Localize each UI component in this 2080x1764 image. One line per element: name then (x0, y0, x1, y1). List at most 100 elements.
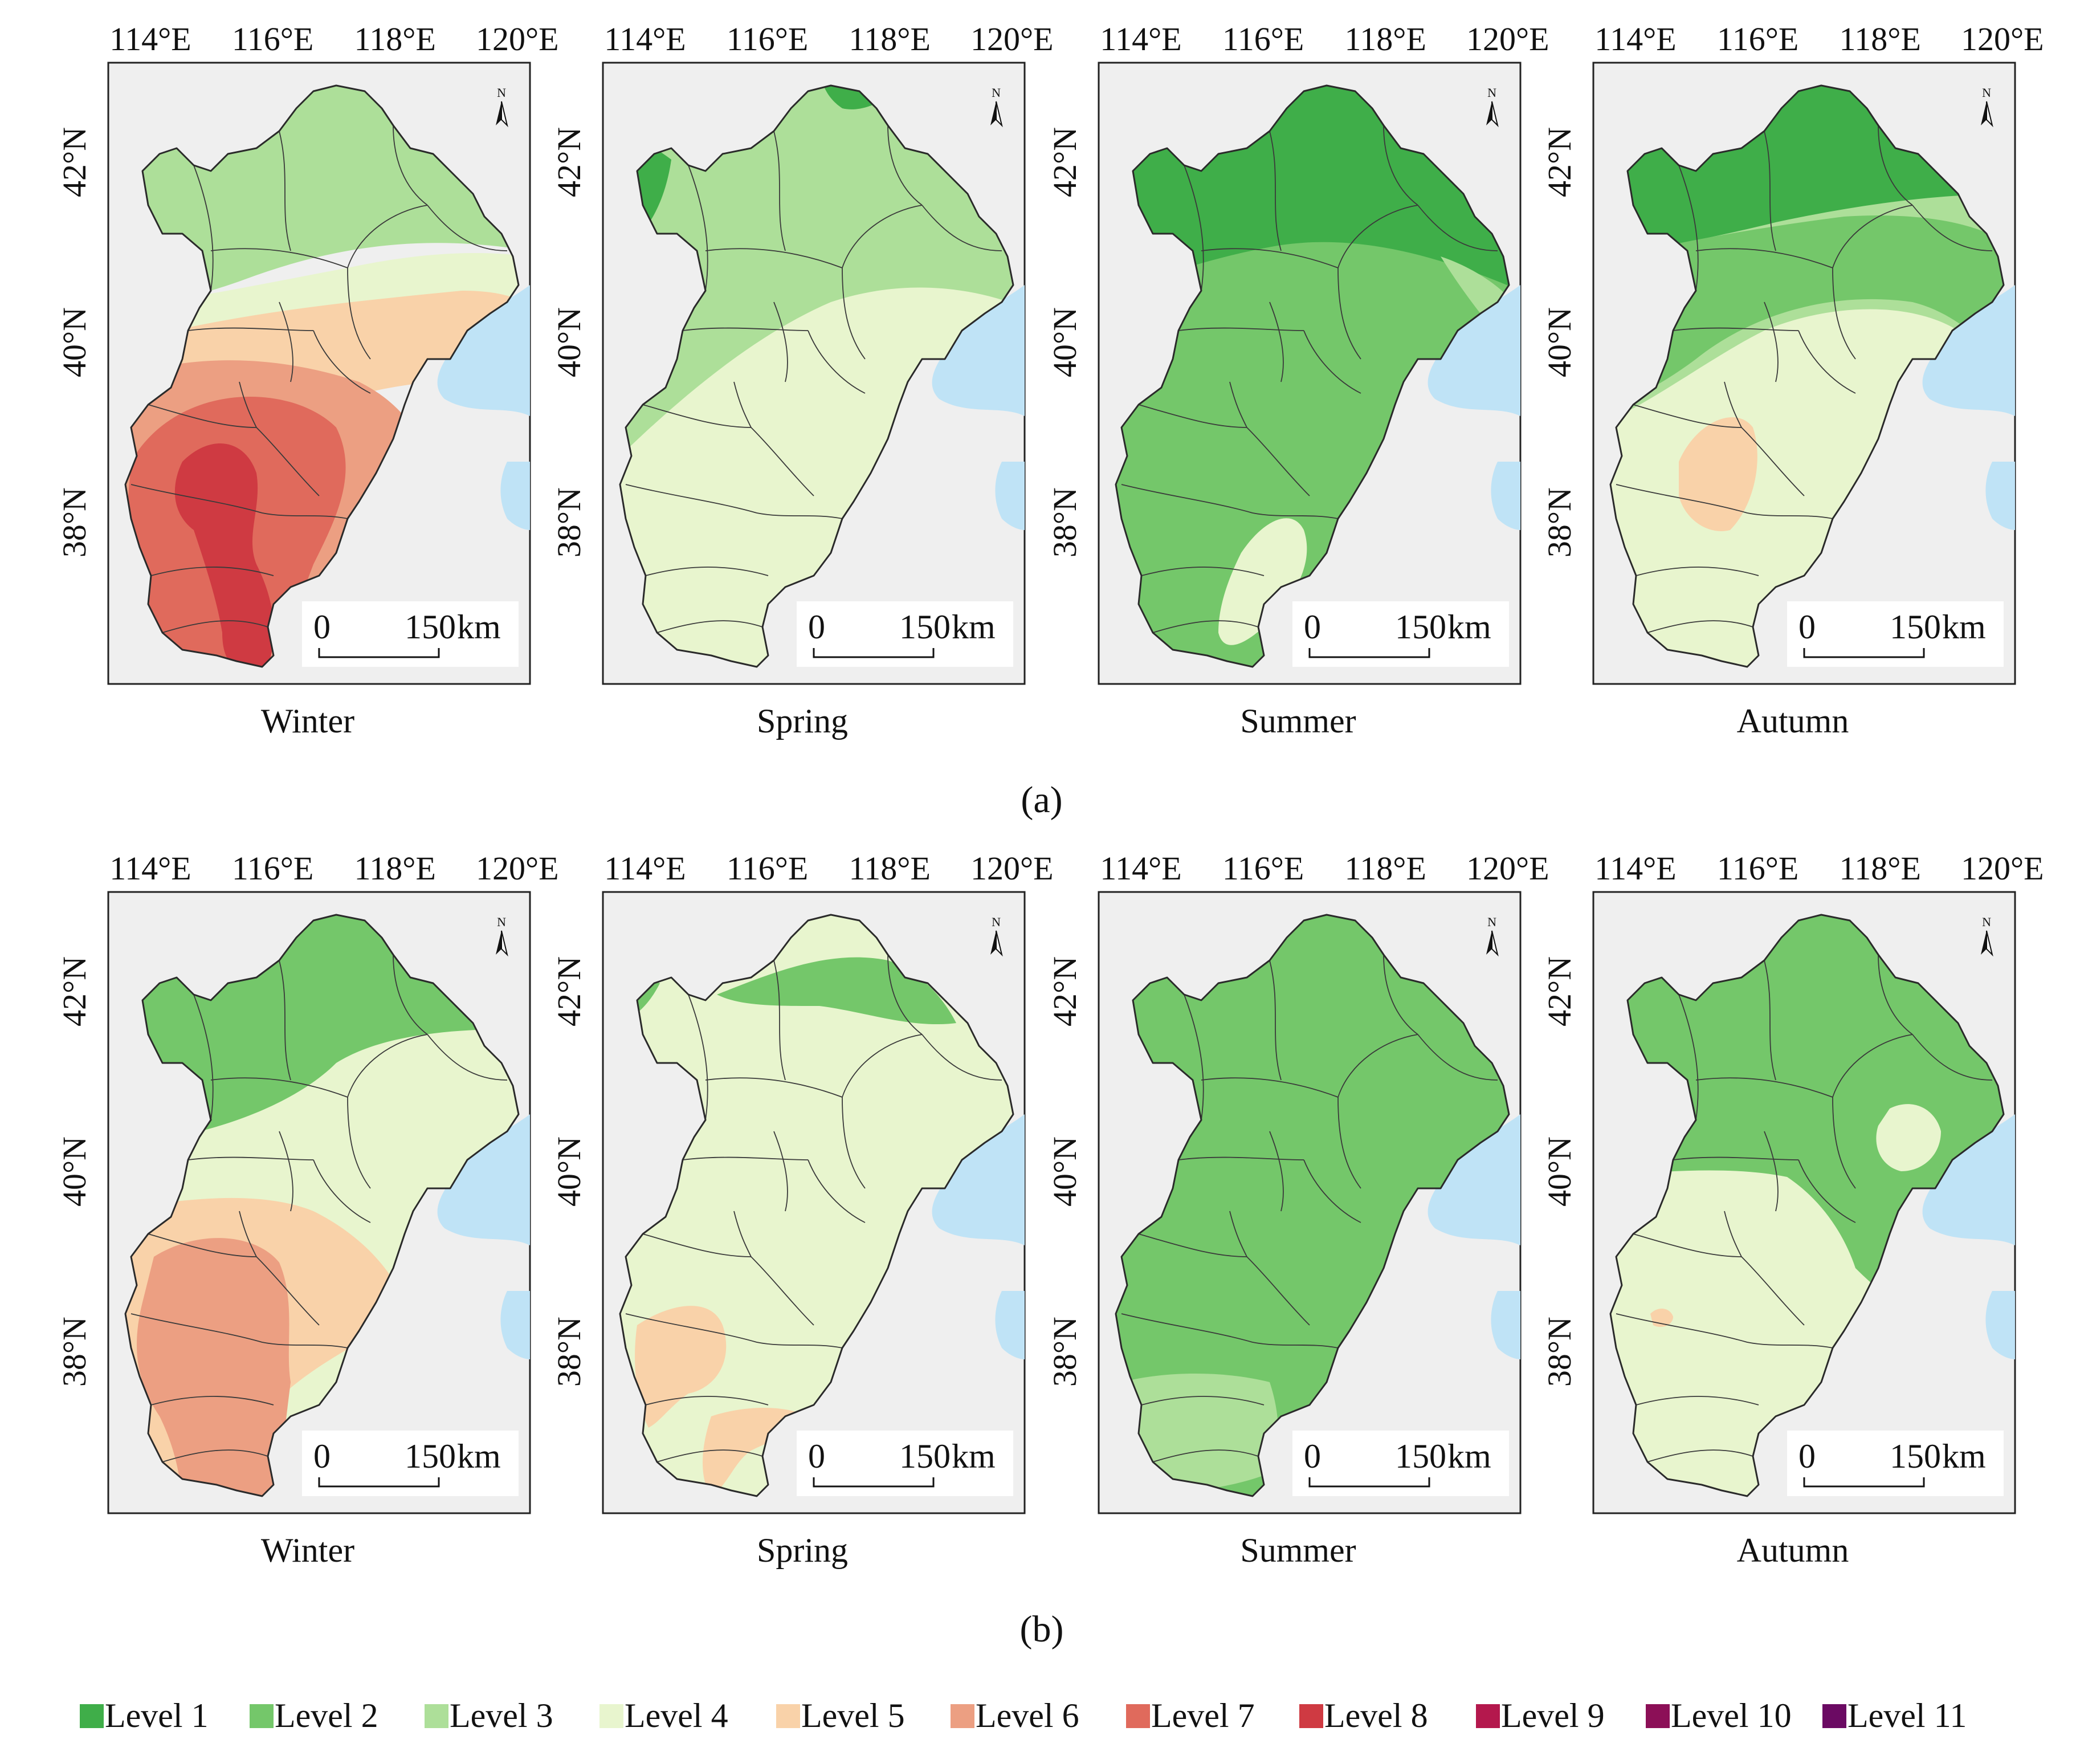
legend-label: Level 5 (801, 1697, 905, 1734)
longitude-tick-label: 114°E (109, 850, 191, 887)
scale-length: 150 (405, 1437, 456, 1475)
sea-area (1922, 285, 2015, 530)
scale-length: 150 (899, 608, 951, 646)
longitude-tick-label: 120°E (476, 21, 559, 58)
county-boundaries (1121, 954, 1498, 1462)
level-2-region (1610, 215, 2004, 416)
latitude-tick-label: 42°N (1046, 956, 1083, 1026)
latitude-tick-label: 42°N (550, 956, 588, 1026)
legend-item-level-11: Level 11 (1822, 1697, 1967, 1734)
longitude-tick-label: 114°E (109, 21, 191, 58)
scale-unit: km (1447, 1437, 1491, 1475)
latitude-tick-label: 42°N (550, 127, 588, 197)
latitude-tick-label: 38°N (1541, 487, 1578, 557)
sea-area (437, 285, 530, 530)
sea-area (1428, 1114, 1520, 1359)
scale-zero: 0 (808, 1437, 825, 1475)
legend-swatch (776, 1704, 800, 1728)
scale-zero: 0 (1798, 608, 1816, 646)
map-panel-b-summer: N 0 150 km (1098, 891, 1522, 1514)
legend-item-level-6: Level 6 (951, 1697, 1079, 1734)
legend-label: Level 8 (1324, 1697, 1428, 1734)
county-boundaries (130, 954, 508, 1462)
latitude-tick-label: 38°N (1046, 1317, 1083, 1387)
sea-area (1922, 1114, 2015, 1359)
province-boundary (1115, 914, 1510, 1497)
longitude-tick-label: 118°E (1839, 850, 1920, 887)
map-panel-a-autumn: N 0 150 km (1592, 62, 2016, 685)
longitude-tick-label: 116°E (232, 21, 313, 58)
legend-item-level-3: Level 3 (425, 1697, 553, 1734)
province-boundary (124, 914, 520, 1497)
north-label: N (992, 85, 1001, 100)
legend-item-level-4: Level 4 (599, 1697, 728, 1734)
north-label: N (1982, 915, 1991, 929)
scale-bar: 0 150 km (1292, 601, 1509, 667)
scale-length: 150 (1395, 608, 1446, 646)
row-label-a: (a) (1021, 779, 1062, 821)
scale-unit: km (1447, 608, 1491, 646)
season-label: Autumn (1737, 702, 1849, 740)
longitude-tick-label: 120°E (1961, 850, 2044, 887)
scale-bar: 0 150 km (797, 601, 1013, 667)
latitude-tick-label: 42°N (1541, 127, 1578, 197)
longitude-tick-label: 120°E (476, 850, 559, 887)
county-boundaries (625, 954, 1002, 1462)
sea-area (1428, 285, 1520, 530)
legend-label: Level 11 (1847, 1697, 1967, 1734)
longitude-tick-label: 116°E (1222, 850, 1304, 887)
longitude-tick-label: 116°E (232, 850, 313, 887)
map-panel-b-spring: N 0 150 km (602, 891, 1026, 1514)
season-label: Autumn (1737, 1531, 1849, 1569)
season-label: Summer (1240, 1531, 1356, 1569)
scale-length: 150 (1890, 1437, 1941, 1475)
scale-length: 150 (405, 608, 456, 646)
scale-bar: 0 150 km (1787, 601, 2004, 667)
north-arrow-icon: N (1486, 85, 1499, 128)
longitude-tick-label: 120°E (1961, 21, 2044, 58)
latitude-tick-label: 42°N (56, 956, 93, 1026)
legend-item-level-2: Level 2 (250, 1697, 378, 1734)
map-panel-a-summer: N 0 150 km (1098, 62, 1522, 685)
longitude-tick-label: 118°E (849, 21, 930, 58)
latitude-tick-label: 38°N (56, 487, 93, 557)
season-label: Winter (261, 702, 354, 740)
latitude-tick-label: 40°N (550, 1136, 588, 1207)
legend-label: Level 6 (976, 1697, 1079, 1734)
latitude-tick-label: 40°N (1046, 307, 1083, 377)
scale-zero: 0 (1304, 608, 1321, 646)
legend-swatch (425, 1704, 448, 1728)
longitude-tick-label: 116°E (1717, 850, 1798, 887)
latitude-tick-label: 40°N (56, 307, 93, 377)
scale-length: 150 (899, 1437, 951, 1475)
latitude-tick-label: 40°N (1046, 1136, 1083, 1207)
county-boundaries (1121, 125, 1498, 633)
longitude-tick-label: 116°E (727, 850, 808, 887)
latitude-tick-label: 42°N (1541, 956, 1578, 1026)
latitude-tick-label: 38°N (1541, 1317, 1578, 1387)
legend-label: Level 7 (1151, 1697, 1255, 1734)
longitude-tick-label: 114°E (1100, 850, 1181, 887)
north-label: N (1487, 85, 1496, 100)
level-6-region (137, 1238, 291, 1496)
scale-unit: km (457, 608, 501, 646)
latitude-tick-label: 42°N (56, 127, 93, 197)
latitude-tick-label: 40°N (1541, 307, 1578, 377)
longitude-tick-label: 118°E (1839, 21, 1920, 58)
scale-zero: 0 (313, 1437, 331, 1475)
province-boundary (619, 84, 1014, 668)
longitude-tick-label: 120°E (1466, 21, 1549, 58)
map-panel-b-autumn: N 0 150 km (1592, 891, 2016, 1514)
longitude-tick-label: 120°E (1466, 850, 1549, 887)
north-arrow-icon: N (496, 915, 508, 957)
north-label: N (992, 915, 1001, 929)
level-8-region (174, 443, 274, 667)
scale-bar: 0 150 km (302, 601, 519, 667)
latitude-tick-label: 40°N (1541, 1136, 1578, 1207)
season-label: Spring (757, 702, 848, 740)
scale-length: 150 (1395, 1437, 1446, 1475)
legend-label: Level 2 (275, 1697, 378, 1734)
scale-unit: km (1942, 1437, 1986, 1475)
map-panel-a-spring: N 0 150 km (602, 62, 1026, 685)
